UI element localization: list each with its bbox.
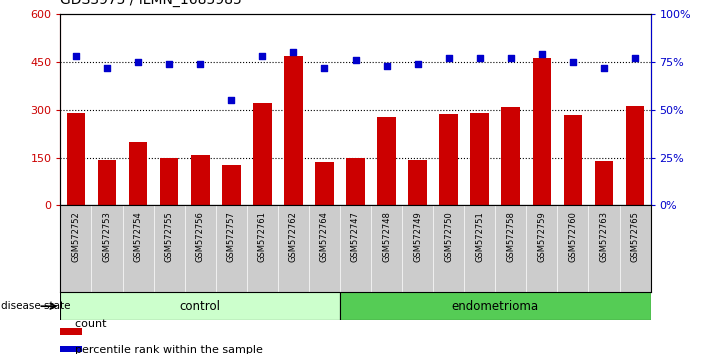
Bar: [191, 155, 210, 205]
Point: [288, 50, 299, 55]
Text: GDS3975 / ILMN_1685985: GDS3975 / ILMN_1685985: [60, 0, 242, 7]
Text: GSM572758: GSM572758: [506, 211, 515, 262]
Text: count: count: [68, 319, 106, 329]
Text: GSM572754: GSM572754: [134, 211, 143, 262]
Bar: [594, 161, 614, 205]
Bar: [222, 165, 240, 205]
Text: GSM572750: GSM572750: [444, 211, 453, 262]
Bar: [160, 158, 178, 205]
Text: GSM572756: GSM572756: [196, 211, 205, 262]
Text: GSM572765: GSM572765: [631, 211, 639, 262]
Point: [164, 61, 175, 67]
Text: GSM572749: GSM572749: [413, 211, 422, 262]
Bar: [129, 142, 147, 205]
Point: [474, 55, 486, 61]
Point: [132, 59, 144, 65]
Bar: [346, 158, 365, 205]
Bar: [408, 160, 427, 205]
Bar: [253, 103, 272, 205]
Text: disease state: disease state: [1, 301, 70, 311]
Point: [567, 59, 579, 65]
Text: GSM572760: GSM572760: [568, 211, 577, 262]
Bar: [439, 114, 458, 205]
Bar: [284, 56, 303, 205]
Bar: [60, 292, 340, 320]
Point: [598, 65, 609, 70]
Point: [225, 97, 237, 103]
Point: [443, 55, 454, 61]
Point: [412, 61, 423, 67]
Text: GSM572755: GSM572755: [165, 211, 173, 262]
Text: GSM572762: GSM572762: [289, 211, 298, 262]
Bar: [340, 292, 651, 320]
Bar: [315, 162, 333, 205]
Point: [381, 63, 392, 69]
Point: [536, 51, 547, 57]
Text: percentile rank within the sample: percentile rank within the sample: [68, 346, 262, 354]
Bar: [60, 346, 82, 352]
Bar: [67, 113, 85, 205]
Bar: [378, 118, 396, 205]
Text: GSM572752: GSM572752: [72, 211, 80, 262]
Text: GSM572759: GSM572759: [538, 211, 546, 262]
Text: GSM572748: GSM572748: [382, 211, 391, 262]
Point: [195, 61, 206, 67]
Point: [102, 65, 113, 70]
Point: [629, 55, 641, 61]
Point: [70, 53, 82, 59]
Text: GSM572764: GSM572764: [320, 211, 329, 262]
Bar: [60, 328, 82, 335]
Bar: [471, 113, 489, 205]
Bar: [564, 115, 582, 205]
Text: GSM572763: GSM572763: [599, 211, 609, 262]
Bar: [533, 58, 551, 205]
Point: [505, 55, 516, 61]
Text: GSM572747: GSM572747: [351, 211, 360, 262]
Text: endometrioma: endometrioma: [451, 300, 539, 313]
Text: GSM572761: GSM572761: [258, 211, 267, 262]
Text: GSM572753: GSM572753: [102, 211, 112, 262]
Point: [257, 53, 268, 59]
Point: [350, 57, 361, 63]
Bar: [501, 107, 520, 205]
Bar: [97, 160, 117, 205]
Text: GSM572757: GSM572757: [227, 211, 236, 262]
Text: GSM572751: GSM572751: [475, 211, 484, 262]
Point: [319, 65, 330, 70]
Text: control: control: [180, 300, 220, 313]
Bar: [626, 106, 644, 205]
